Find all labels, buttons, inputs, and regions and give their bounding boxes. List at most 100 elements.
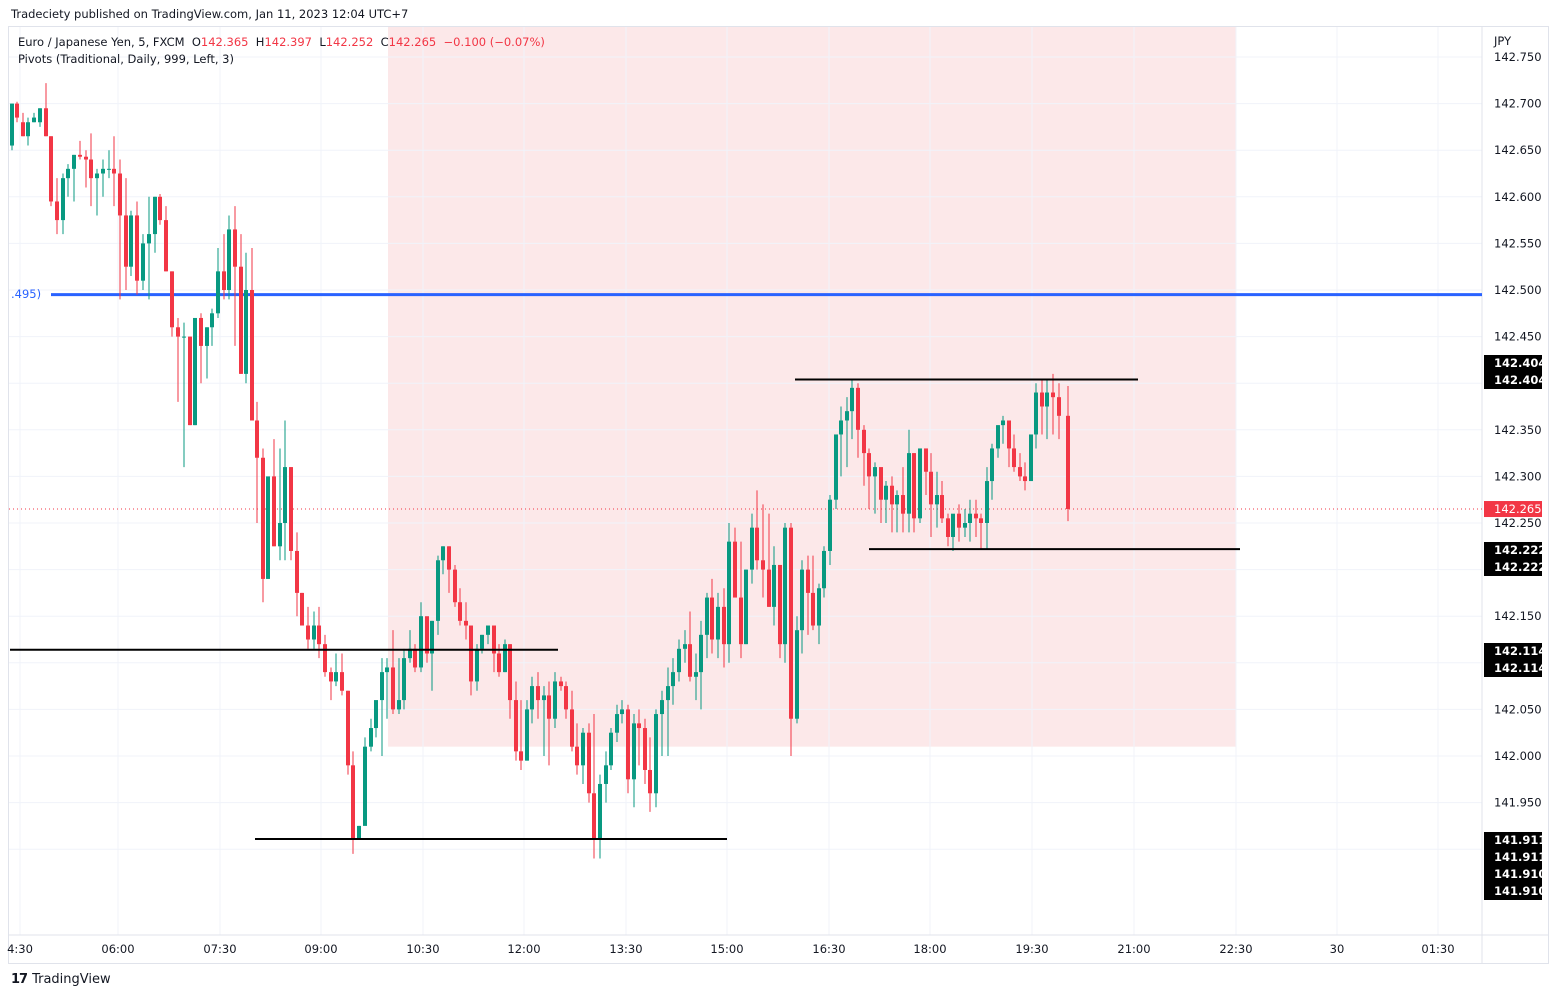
candle-up xyxy=(553,681,557,719)
candle-up xyxy=(604,765,608,784)
candle-up xyxy=(817,588,821,626)
price-tick-label: 142.150 xyxy=(1494,609,1542,623)
candle-down xyxy=(587,732,591,794)
candle-up xyxy=(357,825,361,839)
candle-down xyxy=(755,527,759,561)
highlight-zone[interactable] xyxy=(388,27,1236,747)
candle-up xyxy=(907,453,911,514)
candle-down xyxy=(592,793,596,839)
level-price-tag xyxy=(1484,643,1542,660)
level-price-tag xyxy=(1484,883,1542,900)
candle-up xyxy=(716,606,720,640)
candle-up xyxy=(845,411,849,421)
candle-up xyxy=(436,560,440,621)
candle-down xyxy=(300,592,304,626)
candle-up xyxy=(727,541,731,645)
candle-up xyxy=(95,173,99,179)
candle-down xyxy=(564,686,568,710)
candle-down xyxy=(739,597,743,645)
candle-down xyxy=(767,569,771,607)
candle-down xyxy=(559,681,563,687)
price-tick-label: 142.350 xyxy=(1494,423,1542,437)
candle-up xyxy=(620,709,624,715)
candle-up xyxy=(503,644,507,673)
candle-down xyxy=(856,387,860,430)
level-price-tag xyxy=(1484,559,1542,576)
candle-up xyxy=(101,168,105,174)
candle-up xyxy=(772,564,776,607)
candle-down xyxy=(778,564,782,645)
candle-down xyxy=(84,156,88,160)
candle-down xyxy=(974,513,978,519)
candle-down xyxy=(862,429,866,454)
level-price-tag-text: 141.910 xyxy=(1494,867,1546,881)
last-price-tag xyxy=(1484,501,1542,518)
candle-down xyxy=(710,597,714,640)
price-tick-label: 142.700 xyxy=(1494,97,1542,111)
candle-down xyxy=(648,769,652,794)
time-tick-label: 21:00 xyxy=(1117,942,1150,956)
candle-up xyxy=(38,108,42,123)
candle-down xyxy=(170,271,174,328)
candle-down xyxy=(346,690,350,766)
candle-up xyxy=(795,630,799,719)
level-price-tag-text: 142.404 xyxy=(1494,356,1546,370)
pivot-line-label: .495) xyxy=(11,287,42,301)
time-tick-label: 07:30 xyxy=(203,942,236,956)
level-price-tag xyxy=(1484,542,1542,559)
candle-up xyxy=(1001,420,1005,426)
level-price-tag xyxy=(1484,849,1542,866)
candle-down xyxy=(447,546,451,570)
level-price-tag-text: 142.114 xyxy=(1494,661,1546,675)
indicator-pivots[interactable]: Pivots (Traditional, Daily, 999, Left, 3… xyxy=(18,52,234,66)
close-label: C xyxy=(380,35,389,49)
candle-up xyxy=(884,485,888,500)
candle-down xyxy=(317,625,321,645)
tradingview-footer: 17 TradingView xyxy=(11,972,111,987)
candle-down xyxy=(164,220,168,272)
candle-up xyxy=(660,700,664,715)
candle-up xyxy=(380,672,384,701)
candle-down xyxy=(626,709,630,780)
tradingview-logo-icon: 17 xyxy=(11,972,28,987)
candle-down xyxy=(158,196,162,221)
price-tick-label: 142.050 xyxy=(1494,702,1542,716)
symbol-ohlc-row[interactable]: Euro / Japanese Yen, 5, FXCM O142.365 H1… xyxy=(18,34,545,51)
candle-down xyxy=(733,541,737,598)
candle-down xyxy=(49,136,53,202)
candle-up xyxy=(525,709,529,761)
candle-up xyxy=(216,271,220,314)
candle-up xyxy=(244,290,248,374)
candle-up xyxy=(26,122,30,137)
open-label: O xyxy=(191,35,201,49)
candle-down xyxy=(413,648,417,668)
chart-frame[interactable] xyxy=(8,26,1549,964)
candle-up xyxy=(193,317,197,426)
candle-up xyxy=(996,425,1000,449)
candle-down xyxy=(272,476,276,547)
time-tick-label: 18:00 xyxy=(913,942,946,956)
price-tick-label: 142.300 xyxy=(1494,469,1542,483)
candle-up xyxy=(227,229,231,290)
candle-down xyxy=(688,644,692,677)
candle-up xyxy=(72,154,76,169)
candle-up xyxy=(402,658,406,701)
candle-down xyxy=(135,215,139,281)
candle-up xyxy=(677,648,681,673)
candle-up xyxy=(1034,392,1038,435)
candle-down xyxy=(547,695,551,719)
candle-down xyxy=(239,266,243,374)
time-tick-label: 09:00 xyxy=(304,942,337,956)
level-price-tag-text: 142.222 xyxy=(1494,560,1546,574)
candle-up xyxy=(839,420,843,435)
symbol-name[interactable]: Euro / Japanese Yen, 5, FXCM xyxy=(18,35,185,49)
candle-down xyxy=(1012,448,1016,468)
candle-up xyxy=(850,387,854,412)
level-price-tag xyxy=(1484,866,1542,883)
candle-down xyxy=(112,168,116,174)
candle-down xyxy=(761,560,765,570)
candle-down xyxy=(340,672,344,691)
open-value: 142.365 xyxy=(200,35,249,49)
time-tick-label: 30 xyxy=(1330,942,1345,956)
